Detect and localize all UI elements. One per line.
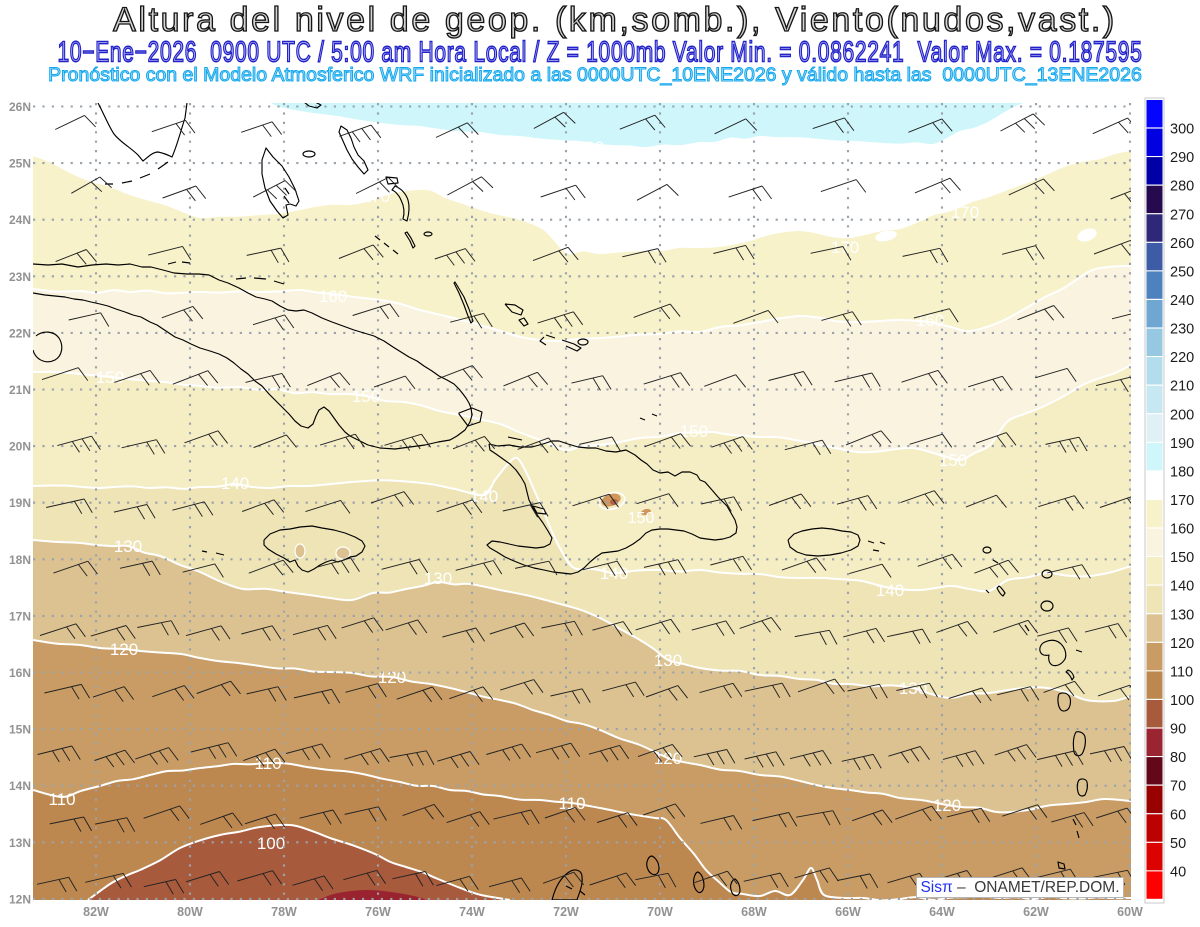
svg-text:110: 110 (1170, 664, 1193, 680)
svg-text:130: 130 (114, 537, 142, 556)
svg-text:110: 110 (48, 790, 75, 809)
svg-text:140: 140 (221, 474, 249, 493)
svg-text:170: 170 (831, 238, 859, 257)
svg-text:290: 290 (1170, 150, 1194, 166)
svg-text:140: 140 (1170, 579, 1194, 595)
svg-text:230: 230 (1170, 322, 1194, 338)
svg-text:12N: 12N (9, 892, 31, 906)
svg-text:100: 100 (1170, 693, 1194, 709)
svg-text:130: 130 (654, 651, 682, 670)
svg-text:14N: 14N (9, 779, 31, 793)
svg-text:130: 130 (1170, 607, 1194, 623)
svg-text:72W: 72W (553, 905, 579, 919)
svg-text:300: 300 (1170, 122, 1194, 138)
svg-text:150: 150 (1170, 550, 1194, 566)
svg-text:18N: 18N (9, 553, 31, 567)
svg-text:26N: 26N (9, 100, 31, 114)
svg-text:68W: 68W (741, 905, 767, 919)
svg-text:110: 110 (254, 754, 281, 773)
svg-text:220: 220 (1170, 350, 1194, 366)
svg-text:120: 120 (378, 668, 406, 687)
svg-text:50: 50 (1170, 836, 1186, 852)
svg-text:80W: 80W (177, 905, 203, 919)
svg-text:210: 210 (1170, 379, 1194, 395)
svg-text:140: 140 (470, 487, 498, 506)
svg-text:62W: 62W (1023, 905, 1049, 919)
svg-text:280: 280 (1170, 179, 1194, 195)
svg-text:25N: 25N (9, 157, 31, 171)
svg-text:170: 170 (362, 187, 390, 206)
svg-text:240: 240 (1170, 293, 1194, 309)
svg-text:70W: 70W (647, 905, 673, 919)
svg-text:22N: 22N (9, 326, 31, 340)
svg-text:78W: 78W (271, 905, 297, 919)
svg-text:180: 180 (1170, 464, 1194, 480)
svg-text:140: 140 (876, 581, 904, 600)
svg-text:80: 80 (1170, 750, 1186, 766)
svg-text:270: 270 (1170, 207, 1194, 223)
svg-text:60: 60 (1170, 807, 1186, 823)
svg-text:19N: 19N (9, 496, 31, 510)
svg-text:74W: 74W (459, 905, 485, 919)
svg-text:100: 100 (257, 834, 285, 853)
svg-text:20N: 20N (9, 440, 31, 454)
svg-text:120: 120 (1170, 636, 1194, 652)
svg-text:64W: 64W (929, 905, 955, 919)
svg-text:190: 190 (1170, 436, 1194, 452)
svg-text:150: 150 (96, 368, 124, 387)
svg-text:200: 200 (1170, 407, 1194, 423)
svg-text:150: 150 (352, 387, 380, 406)
svg-text:250: 250 (1170, 264, 1194, 280)
svg-text:13N: 13N (9, 836, 31, 850)
svg-text:160: 160 (319, 287, 347, 306)
svg-text:24N: 24N (9, 213, 31, 227)
svg-text:130: 130 (899, 679, 927, 698)
svg-text:16N: 16N (9, 666, 31, 680)
svg-text:40: 40 (1170, 864, 1186, 880)
svg-text:170: 170 (1170, 493, 1194, 509)
svg-text:17N: 17N (9, 609, 31, 623)
svg-text:150: 150 (628, 510, 655, 527)
svg-text:60W: 60W (1117, 905, 1143, 919)
svg-text:260: 260 (1170, 236, 1194, 252)
svg-text:76W: 76W (365, 905, 391, 919)
svg-text:180: 180 (837, 139, 865, 158)
svg-text:70: 70 (1170, 779, 1186, 795)
svg-text:66W: 66W (835, 905, 861, 919)
svg-text:170: 170 (951, 203, 979, 222)
svg-text:82W: 82W (83, 905, 109, 919)
svg-text:150: 150 (939, 451, 967, 470)
svg-text:15N: 15N (9, 723, 31, 737)
svg-text:120: 120 (110, 640, 138, 659)
svg-text:120: 120 (933, 796, 961, 815)
svg-text:180: 180 (576, 138, 604, 157)
svg-text:150: 150 (680, 422, 708, 441)
svg-text:130: 130 (424, 569, 452, 588)
svg-text:23N: 23N (9, 270, 31, 284)
svg-text:160: 160 (1170, 522, 1194, 538)
svg-text:90: 90 (1170, 722, 1186, 738)
svg-text:21N: 21N (9, 383, 31, 397)
